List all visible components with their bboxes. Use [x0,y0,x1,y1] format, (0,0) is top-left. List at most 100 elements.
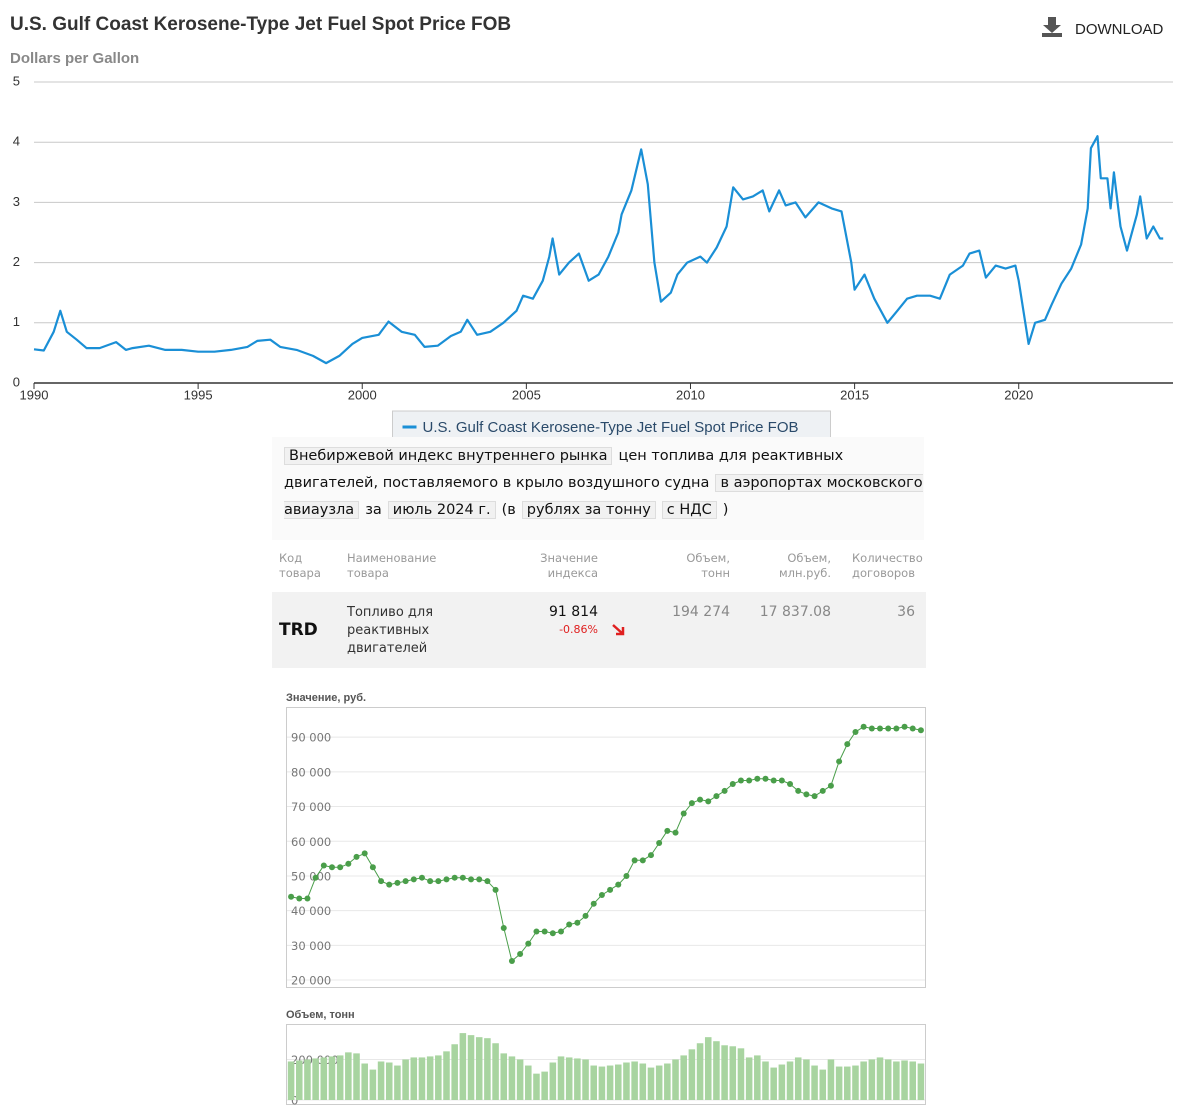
bar [435,1055,442,1100]
marker [484,878,491,885]
bar [304,1059,311,1100]
table-cell: TRD [279,620,318,640]
bar [320,1057,328,1100]
plot-frame [286,1024,926,1105]
plot-frame [286,707,926,988]
marker [697,796,704,803]
chart-title: Объем, тонн [286,1009,355,1021]
marker [402,878,409,885]
marker [345,860,352,867]
marker [288,893,295,900]
download-button[interactable]: DOWNLOAD [1042,17,1164,38]
y-tick-label: 80 000 [291,765,331,779]
y-tick-label: 40 000 [291,904,331,918]
marker [525,940,532,947]
y-tick-label: 60 000 [291,835,331,849]
y-tick-label: 3 [13,194,20,209]
marker [819,787,826,794]
download-label: DOWNLOAD [1075,21,1164,38]
bar [533,1073,540,1100]
bar [369,1069,377,1100]
marker [386,881,393,888]
x-tick-label: 1995 [184,387,213,402]
marker [852,728,859,735]
bar [361,1063,368,1100]
table-cell: 36 [897,604,915,620]
bar [492,1043,499,1100]
y-tick-label: 1 [13,314,20,329]
marker [328,864,335,871]
bar [295,1060,303,1100]
marker [778,777,785,784]
bar [901,1060,908,1100]
bar [328,1056,336,1100]
bar [574,1058,581,1100]
bar [353,1053,360,1100]
chart-title: Значение, руб. [286,692,366,704]
bar [639,1063,647,1100]
marker [492,886,499,893]
y-tick-label: 70 000 [291,800,331,814]
bar [672,1059,679,1100]
bar [336,1055,344,1100]
marker [836,758,843,765]
download-icon [1043,17,1061,33]
marker [443,876,450,883]
marker [746,777,753,784]
bar [525,1065,532,1100]
marker [533,928,540,935]
down-arrow [612,624,625,636]
bar [868,1059,876,1100]
title-text: цен топлива для реактивных двигателей, п… [284,448,844,491]
marker [639,857,646,864]
marker [705,798,712,805]
bar [664,1063,671,1100]
legend-label: U.S. Gulf Coast Kerosene-Type Jet Fuel S… [423,419,799,436]
marker [680,810,687,817]
marker [721,787,728,794]
marker [909,725,916,732]
y-tick-label: 30 000 [291,939,331,953]
marker [312,874,319,881]
marker [508,957,515,964]
highlight-term: июль 2024 г. [387,501,496,519]
marker [541,928,548,935]
bar [451,1044,458,1100]
marker [337,864,344,871]
title-text: ) [722,502,729,518]
bar [426,1056,434,1100]
marker [427,878,434,885]
marker [598,892,605,899]
bar [410,1057,418,1100]
bar [835,1066,843,1100]
marker [623,872,630,879]
marker [811,793,818,800]
y-tick-label: 4 [13,134,20,149]
marker [729,780,736,787]
marker [754,775,761,782]
marker [353,853,360,860]
y-tick-label: 0 [13,374,20,389]
marker [296,895,303,902]
bar [516,1059,524,1100]
bar [893,1061,900,1100]
y-tick-label: 0 [291,1094,298,1108]
bar [312,1058,319,1100]
table-cell: Топливо для реактивных двигателей [347,605,434,656]
bar [794,1057,802,1100]
bar [909,1061,917,1100]
table-header: Объем, млн.руб. [778,551,831,580]
marker [893,725,900,732]
bar [770,1067,777,1100]
bar [557,1056,565,1100]
x-tick-label: 2000 [348,387,377,402]
bar [713,1041,720,1100]
bar [819,1069,827,1100]
bar [762,1061,769,1100]
bar [745,1057,753,1100]
bar [721,1045,728,1100]
marker [476,876,483,883]
bar [500,1053,508,1100]
